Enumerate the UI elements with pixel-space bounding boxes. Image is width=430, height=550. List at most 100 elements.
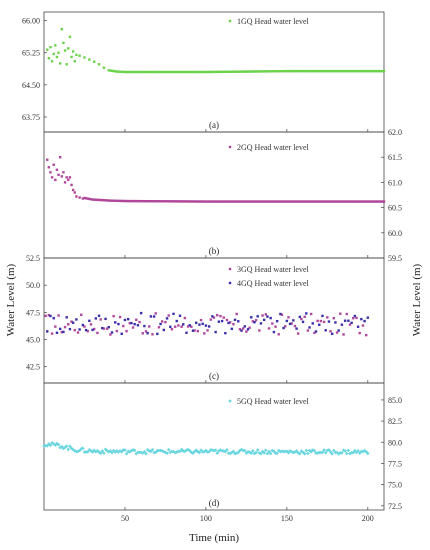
data-point	[230, 450, 234, 455]
data-point	[68, 444, 72, 449]
data-point	[114, 199, 117, 202]
panel-label: (d)	[209, 498, 220, 508]
data-point	[206, 200, 209, 203]
data-point	[135, 318, 138, 321]
data-point	[143, 70, 146, 74]
data-point	[196, 329, 200, 333]
data-point	[350, 69, 353, 73]
data-point	[264, 448, 268, 453]
data-point	[204, 448, 208, 453]
data-point	[73, 60, 76, 63]
data-point	[257, 451, 262, 455]
data-point	[158, 448, 163, 453]
data-point	[364, 333, 368, 337]
data-point	[178, 314, 182, 317]
data-point	[217, 200, 221, 203]
data-point	[347, 319, 350, 322]
y-tick-label: 62.0	[388, 128, 402, 137]
data-point	[107, 199, 110, 202]
data-point	[253, 321, 256, 324]
data-point	[353, 200, 357, 203]
data-point	[329, 330, 332, 333]
data-point	[326, 200, 329, 203]
data-point	[185, 200, 188, 203]
data-point	[170, 449, 174, 454]
data-point	[112, 199, 115, 202]
data-point	[330, 69, 334, 73]
data-point	[290, 200, 293, 203]
data-point	[237, 200, 240, 203]
data-point	[280, 313, 284, 316]
data-point	[318, 323, 321, 327]
data-point	[274, 325, 277, 328]
data-point	[307, 448, 312, 453]
data-point	[207, 325, 211, 328]
data-point	[232, 200, 235, 203]
data-point	[290, 322, 293, 325]
data-point	[131, 70, 135, 74]
data-point	[302, 451, 307, 456]
data-point	[159, 200, 162, 203]
data-point	[345, 69, 348, 73]
legend-entry: 2GQ Head water level	[237, 143, 310, 152]
data-point	[42, 444, 46, 448]
data-point	[330, 452, 334, 456]
data-point	[76, 331, 80, 334]
data-point	[262, 200, 266, 203]
data-point	[83, 56, 86, 59]
data-point	[332, 448, 336, 453]
data-point	[352, 69, 355, 73]
data-point	[63, 49, 67, 52]
data-point	[238, 70, 242, 73]
legend-marker	[228, 399, 232, 403]
data-point	[373, 200, 376, 203]
data-point	[157, 70, 161, 74]
data-point	[105, 448, 109, 453]
y-tick-label: 82.5	[388, 417, 402, 426]
data-point	[277, 200, 280, 203]
data-point	[65, 176, 68, 179]
data-point	[165, 317, 169, 320]
data-point	[225, 448, 229, 452]
data-point	[105, 199, 109, 202]
data-point	[209, 70, 212, 74]
data-point	[153, 450, 158, 455]
data-point	[382, 69, 386, 73]
data-point	[261, 200, 264, 203]
data-point	[99, 198, 102, 202]
data-point	[295, 327, 298, 330]
data-point	[235, 70, 238, 73]
data-point	[150, 447, 155, 452]
data-point	[254, 200, 258, 203]
data-point	[139, 199, 143, 203]
data-point	[149, 315, 153, 318]
data-point	[340, 69, 344, 73]
data-point	[78, 196, 81, 199]
data-point	[140, 451, 145, 455]
y-axis-title-right: Water Level (m)	[411, 263, 423, 336]
data-point	[114, 70, 117, 73]
data-point	[356, 69, 360, 73]
data-point	[48, 443, 53, 448]
data-point	[220, 319, 224, 323]
data-point	[58, 445, 62, 450]
data-point	[379, 200, 382, 203]
data-point	[49, 171, 52, 174]
data-point	[207, 449, 211, 454]
data-point	[203, 332, 206, 335]
data-point	[279, 200, 282, 203]
data-point	[180, 200, 183, 203]
data-point	[117, 70, 120, 73]
data-point	[54, 325, 57, 328]
data-point	[81, 197, 85, 200]
data-point	[251, 70, 255, 73]
data-point	[186, 325, 190, 328]
data-point	[356, 448, 360, 453]
data-point	[162, 200, 166, 203]
data-point	[292, 200, 295, 203]
data-point	[75, 53, 78, 57]
data-point	[136, 70, 140, 74]
data-point	[306, 200, 310, 203]
legend-marker	[228, 267, 232, 271]
data-point	[52, 163, 55, 166]
